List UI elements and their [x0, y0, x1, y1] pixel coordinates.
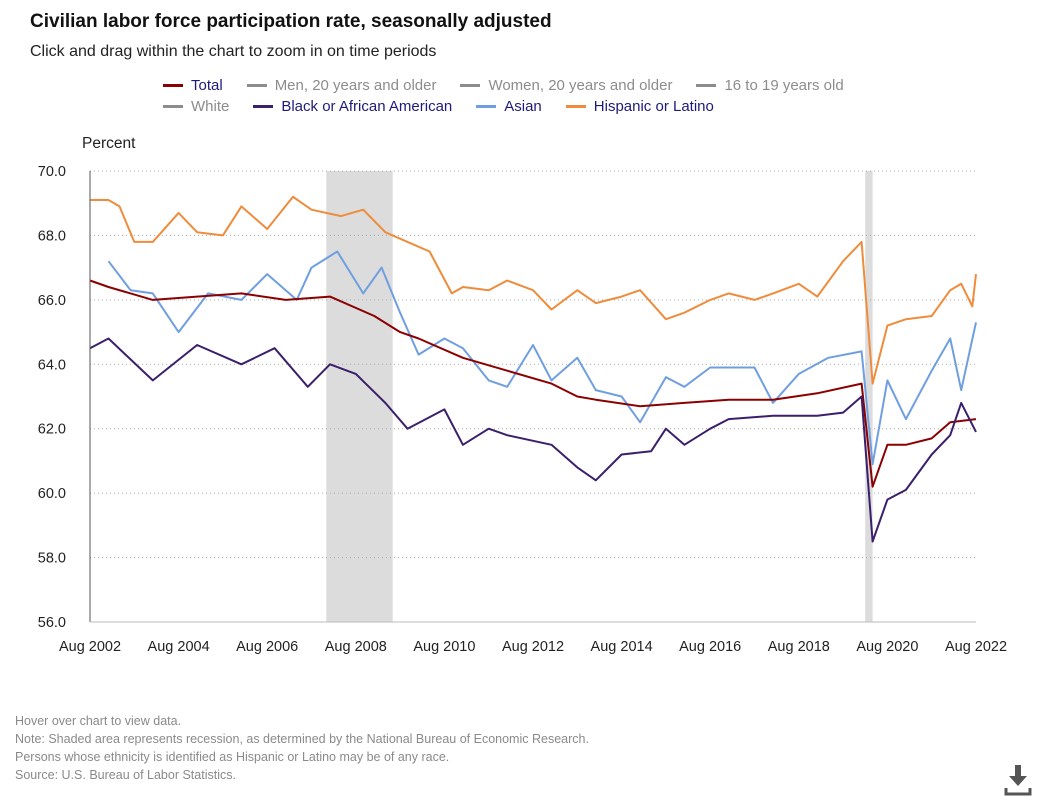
legend-label: Black or African American — [281, 98, 453, 115]
legend-swatch — [246, 84, 267, 87]
x-tick-label: Aug 2018 — [768, 639, 830, 655]
x-tick-label: Aug 2008 — [325, 639, 387, 655]
legend-label: Total — [191, 77, 223, 94]
download-icon[interactable] — [1004, 763, 1032, 797]
series-line-hispanic-or-latino[interactable] — [90, 195, 977, 385]
legend-label: White — [191, 98, 230, 115]
x-tick-label: Aug 2004 — [148, 639, 210, 655]
series-line-asian[interactable] — [107, 250, 977, 466]
legend-item[interactable]: Men, 20 years and older — [246, 77, 437, 94]
y-tick-label: 66.0 — [38, 293, 66, 309]
legend-swatch — [163, 105, 183, 108]
x-tick-label: Aug 2012 — [502, 639, 564, 655]
legend-row: Total Men, 20 years and older Women, 20 ye… — [163, 77, 844, 94]
legend-swatch — [460, 84, 481, 87]
legend-label: Women, 20 years and older — [488, 77, 673, 94]
legend-swatch — [163, 84, 183, 87]
legend-label: 16 to 19 years old — [724, 77, 844, 94]
legend-item[interactable]: Women, 20 years and older — [460, 77, 672, 94]
y-tick-label: 62.0 — [38, 422, 66, 438]
y-tick-label: 58.0 — [38, 551, 66, 567]
x-tick-label: Aug 2006 — [236, 639, 298, 655]
y-tick-label: 64.0 — [38, 357, 66, 373]
y-tick-label: 68.0 — [38, 228, 66, 244]
footnotes: Hover over chart to view data. Note: Sha… — [15, 712, 589, 784]
y-tick-label: 56.0 — [38, 615, 66, 631]
legend-item[interactable]: Black or African American — [253, 98, 452, 115]
x-tick-label: Aug 2020 — [856, 639, 918, 655]
legend-item[interactable]: White — [163, 98, 229, 115]
legend-swatch — [476, 105, 497, 108]
legend-row: White Black or African American Asian Hispa… — [163, 98, 714, 115]
footnote: Source: U.S. Bureau of Labor Statistics. — [15, 768, 236, 782]
line-chart[interactable]: 56.0 58.0 60.0 62.0 64.0 66.0 68.0 70.0 Aug 2002… — [0, 0, 1037, 700]
x-tick-label: Aug 2016 — [679, 639, 741, 655]
chart-title: Civilian labor force participation rate,… — [30, 11, 552, 32]
footnote: Note: Shaded area represents recession, … — [15, 732, 589, 746]
legend-swatch — [696, 84, 717, 87]
x-tick-label: Aug 2002 — [59, 639, 121, 655]
recession-shade — [865, 171, 873, 622]
footnote: Hover over chart to view data. — [15, 714, 182, 728]
legend-label: Asian — [504, 98, 542, 115]
series-line-total[interactable] — [89, 279, 977, 488]
y-tick-label: 70.0 — [38, 164, 66, 180]
legend-label: Men, 20 years and older — [274, 77, 437, 94]
legend-item[interactable]: Hispanic or Latino — [565, 98, 714, 115]
legend-item[interactable]: 16 to 19 years old — [696, 77, 844, 94]
legend-swatch — [253, 105, 274, 108]
legend-item[interactable]: Total — [163, 77, 223, 94]
x-tick-label: Aug 2010 — [413, 639, 475, 655]
y-axis-label: Percent — [82, 135, 136, 152]
x-tick-label: Aug 2014 — [591, 639, 653, 655]
chart-subtitle: Click and drag within the chart to zoom … — [30, 43, 437, 60]
footnote: Persons whose ethnicity is identified as… — [15, 750, 450, 764]
series-line-black-or-african-american[interactable] — [89, 337, 977, 543]
y-tick-label: 60.0 — [38, 486, 66, 502]
legend-swatch — [565, 105, 586, 108]
x-tick-label: Aug 2022 — [945, 639, 1007, 655]
legend-label: Hispanic or Latino — [593, 98, 714, 115]
recession-shade — [326, 171, 393, 622]
legend-item[interactable]: Asian — [476, 98, 542, 115]
